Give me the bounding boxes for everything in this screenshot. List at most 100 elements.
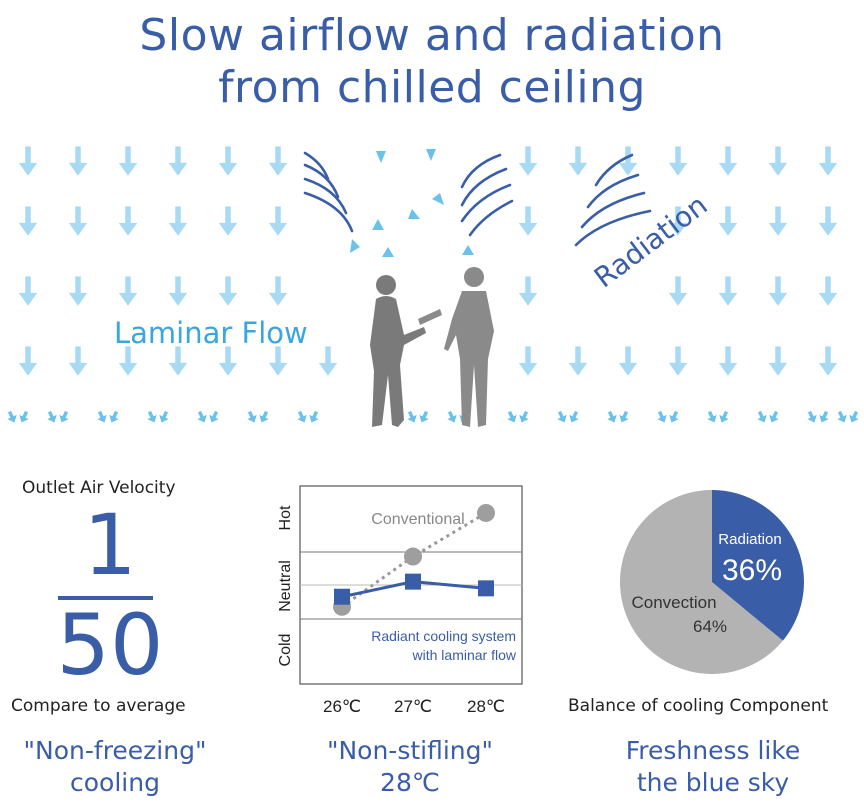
down-arrow-icon bbox=[818, 206, 838, 236]
radiation-wave-icon bbox=[574, 153, 652, 247]
down-arrow-icon bbox=[118, 346, 138, 376]
down-arrow-icon bbox=[718, 276, 738, 306]
diverging-arrow-icon bbox=[504, 409, 520, 425]
down-arrow-icon bbox=[68, 206, 88, 236]
diverging-arrow-icon bbox=[654, 409, 670, 425]
diverging-arrow-icon bbox=[846, 409, 862, 425]
comfort-caption-line-2: 28℃ bbox=[380, 768, 440, 797]
radiant-point bbox=[405, 573, 421, 590]
velocity-caption-line-2: cooling bbox=[70, 768, 160, 797]
down-arrow-icon bbox=[168, 146, 188, 176]
radiation-slice-label: Radiation bbox=[718, 531, 781, 548]
center-airflow-arrows bbox=[350, 149, 474, 257]
down-arrow-icon bbox=[218, 146, 238, 176]
velocity-denominator: 50 bbox=[56, 596, 164, 694]
down-arrow-icon bbox=[318, 346, 338, 376]
down-arrow-icon bbox=[18, 346, 38, 376]
radiant-point bbox=[478, 580, 494, 597]
airflow-illustration bbox=[4, 146, 862, 427]
diverging-arrow-icon bbox=[94, 409, 110, 425]
comfort-caption-line-1: "Non-stifling" bbox=[326, 736, 494, 765]
down-arrow-icon bbox=[218, 346, 238, 376]
down-arrow-icon bbox=[518, 146, 538, 176]
diverging-arrow-icon bbox=[444, 409, 460, 425]
diverging-arrow-icon bbox=[604, 409, 620, 425]
down-arrow-icon bbox=[668, 276, 688, 306]
comfort-caption: "Non-stifling" 28℃ bbox=[290, 735, 530, 799]
conventional-point bbox=[404, 547, 422, 566]
down-arrow-icon bbox=[118, 206, 138, 236]
velocity-title: Outlet Air Velocity bbox=[22, 478, 176, 498]
down-arrow-icon bbox=[768, 276, 788, 306]
down-arrow-icon bbox=[68, 146, 88, 176]
down-arrow-icon bbox=[18, 206, 38, 236]
diverging-arrow-icon bbox=[416, 409, 432, 425]
cooling-balance-pie: Radiation 36% Convection 64% bbox=[620, 490, 804, 674]
down-arrow-icon bbox=[568, 146, 588, 176]
down-arrow-icon bbox=[218, 276, 238, 306]
down-arrow-icon bbox=[668, 146, 688, 176]
diverging-arrow-icon bbox=[804, 409, 820, 425]
person-silhouette-icon bbox=[444, 267, 494, 427]
diverging-arrow-icon bbox=[766, 409, 782, 425]
down-arrow-icon bbox=[518, 206, 538, 236]
diverging-arrow-icon bbox=[294, 409, 310, 425]
diverging-arrow-icon bbox=[194, 409, 210, 425]
title-line-1: Slow airflow and radiation bbox=[139, 10, 725, 61]
down-arrow-icon bbox=[18, 276, 38, 306]
diverging-arrow-icon bbox=[4, 409, 20, 425]
down-arrow-icon bbox=[118, 276, 138, 306]
diverging-arrow-icon bbox=[244, 409, 260, 425]
pie-slice-convection bbox=[620, 490, 783, 674]
convection-slice-label: Convection bbox=[631, 593, 716, 612]
radiation-wave-icon bbox=[303, 151, 354, 233]
down-arrow-icon bbox=[718, 146, 738, 176]
radiant-label-line-2: with laminar flow bbox=[412, 647, 517, 663]
velocity-caption-line-1: "Non-freezing" bbox=[23, 736, 207, 765]
down-arrow-icon bbox=[668, 346, 688, 376]
down-arrow-icon bbox=[768, 346, 788, 376]
down-arrow-icon bbox=[768, 146, 788, 176]
down-arrow-icon bbox=[518, 346, 538, 376]
down-arrow-icon bbox=[268, 276, 288, 306]
down-arrow-icon bbox=[268, 206, 288, 236]
velocity-caption: "Non-freezing" cooling bbox=[0, 735, 230, 799]
compare-label: Compare to average bbox=[11, 696, 186, 716]
diverging-arrow-icon bbox=[156, 409, 172, 425]
radiation-slice-value: 36% bbox=[722, 554, 782, 587]
diverging-arrow-icon bbox=[816, 409, 832, 425]
down-arrow-icon bbox=[168, 206, 188, 236]
x-tick-label: 28℃ bbox=[467, 697, 505, 716]
diverging-arrow-icon bbox=[404, 409, 420, 425]
diverging-arrow-icon bbox=[144, 409, 160, 425]
radiation-wave-icon bbox=[460, 153, 514, 237]
y-label-hot: Hot bbox=[277, 505, 294, 530]
down-arrow-icon bbox=[568, 346, 588, 376]
down-arrow-icon bbox=[68, 276, 88, 306]
y-label-cold: Cold bbox=[277, 634, 294, 667]
laminar-flow-arrows bbox=[4, 146, 862, 425]
diverging-arrow-icon bbox=[256, 409, 272, 425]
comfort-chart: Hot Neutral Cold Conventional Radiant co… bbox=[277, 485, 523, 716]
fraction-bar bbox=[58, 596, 153, 600]
down-arrow-icon bbox=[818, 346, 838, 376]
diverging-arrow-icon bbox=[516, 409, 532, 425]
down-arrow-icon bbox=[718, 346, 738, 376]
page-title: Slow airflow and radiation from chilled … bbox=[0, 10, 864, 114]
diverging-arrow-icon bbox=[716, 409, 732, 425]
diverging-arrow-icon bbox=[554, 409, 570, 425]
balance-caption: Balance of cooling Component bbox=[568, 696, 829, 716]
radiant-point bbox=[334, 588, 350, 605]
down-arrow-icon bbox=[818, 276, 838, 306]
down-arrow-icon bbox=[618, 346, 638, 376]
down-arrow-icon bbox=[268, 146, 288, 176]
down-arrow-icon bbox=[118, 146, 138, 176]
x-tick-label: 27℃ bbox=[394, 697, 432, 716]
down-arrow-icon bbox=[218, 206, 238, 236]
down-arrow-icon bbox=[68, 346, 88, 376]
title-line-2: from chilled ceiling bbox=[218, 62, 646, 113]
down-arrow-icon bbox=[268, 346, 288, 376]
diverging-arrow-icon bbox=[704, 409, 720, 425]
diverging-arrow-icon bbox=[566, 409, 582, 425]
diverging-arrow-icon bbox=[56, 409, 72, 425]
